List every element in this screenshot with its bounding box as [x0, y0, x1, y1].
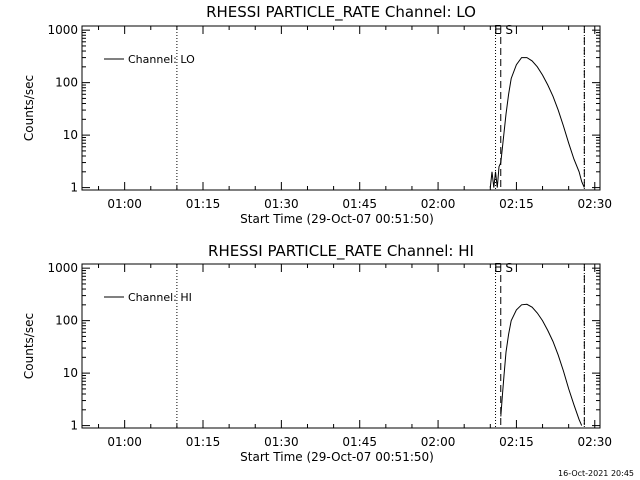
y-tick-label: 1 [70, 181, 78, 195]
y-tick-label: 1 [70, 419, 78, 433]
legend-entry: Channel: LO [128, 53, 195, 66]
x-tick-label: 01:30 [264, 435, 299, 449]
y-axis-label: Counts/sec [22, 75, 36, 141]
legend-entry: Channel: HI [128, 291, 192, 304]
y-tick-label: 100 [55, 76, 78, 90]
chart-panel-hi: RHESSI PARTICLE_RATE Channel: HI 01:00 01:… [22, 242, 612, 464]
plot-frame [81, 25, 601, 191]
x-tick-label: 01:15 [186, 435, 221, 449]
chart-panel-lo: RHESSI PARTICLE_RATE Channel: LO 01:00 01:… [22, 3, 612, 226]
series-line [489, 57, 585, 188]
marker-label: E S [494, 23, 513, 37]
y-tick-label: 1000 [47, 261, 78, 275]
x-axis-label: Start Time (29-Oct-07 00:51:50) [240, 212, 434, 226]
x-tick-label: 01:15 [186, 197, 221, 211]
y-axis-label: Counts/sec [22, 313, 36, 379]
x-axis-label: Start Time (29-Oct-07 00:51:50) [240, 450, 434, 464]
chart-title: RHESSI PARTICLE_RATE Channel: LO [206, 3, 476, 22]
x-tick-label: 02:00 [421, 197, 456, 211]
series-line [500, 303, 583, 426]
x-tick-label: 02:15 [499, 197, 534, 211]
x-tick-label: 02:00 [421, 435, 456, 449]
x-tick-label: 02:30 [577, 197, 612, 211]
y-tick-label: 1000 [47, 23, 78, 37]
plot-frame [81, 263, 601, 429]
x-tick-label: 02:30 [577, 435, 612, 449]
x-tick-label: 01:00 [107, 435, 142, 449]
y-tick-label: 100 [55, 314, 78, 328]
x-tick-label: 01:00 [107, 197, 142, 211]
chart-title: RHESSI PARTICLE_RATE Channel: HI [208, 242, 474, 261]
x-tick-label: 02:15 [499, 435, 534, 449]
x-tick-label: 01:45 [342, 197, 377, 211]
x-tick-label: 01:30 [264, 197, 299, 211]
y-tick-label: 10 [63, 366, 78, 380]
marker-label: E S [494, 261, 513, 275]
y-tick-label: 10 [63, 128, 78, 142]
footer-timestamp: 16-Oct-2021 20:45 [558, 469, 634, 478]
x-tick-label: 01:45 [342, 435, 377, 449]
